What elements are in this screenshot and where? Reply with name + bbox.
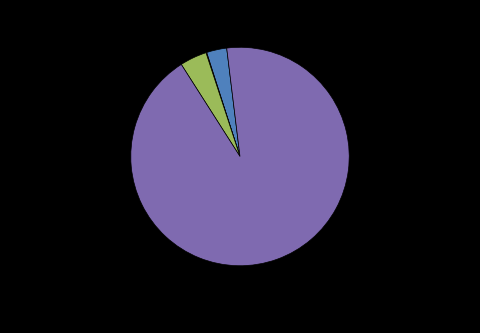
Text: 93%: 93% [271,273,296,283]
Text: 4%: 4% [176,35,194,45]
Wedge shape [131,47,349,266]
Wedge shape [181,53,240,157]
Wedge shape [206,53,240,157]
Wedge shape [206,48,240,157]
Text: 3%: 3% [204,26,221,36]
